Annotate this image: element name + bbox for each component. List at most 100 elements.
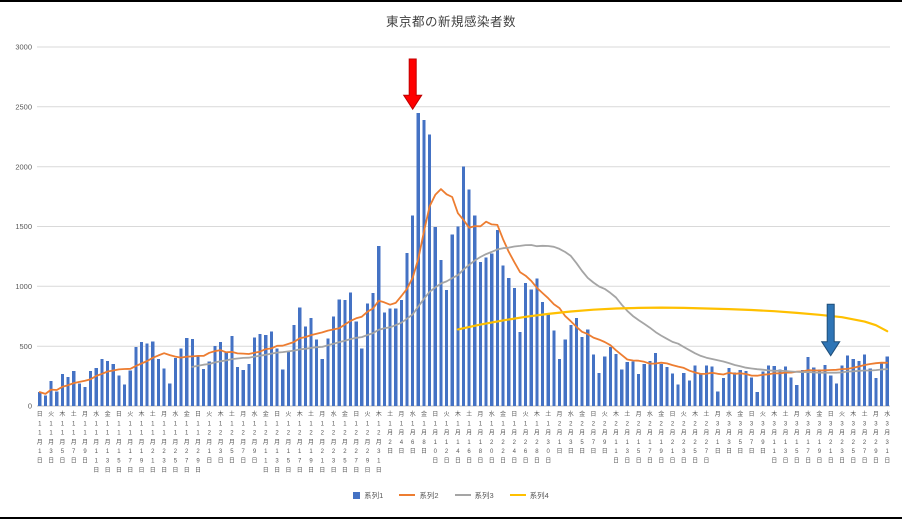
legend-item-series3: 系列3	[454, 490, 494, 501]
line-series3	[191, 244, 889, 374]
y-tick-label: 500	[19, 342, 32, 351]
chart-legend: 系列1 系列2 系列3 系列4	[0, 488, 902, 502]
series1-color-swatch	[353, 491, 361, 499]
series2-label: 系列2	[419, 490, 439, 500]
y-tick-label: 2500	[15, 102, 32, 111]
chart-title: 東京都の新規感染者数	[385, 15, 516, 29]
y-tick-label: 1000	[15, 282, 32, 291]
series3-color-swatch	[454, 494, 471, 496]
legend-item-series4: 系列4	[509, 490, 549, 501]
legend-item-series2: 系列2	[399, 490, 439, 501]
bars-series1	[38, 113, 889, 407]
y-tick-label: 2000	[15, 162, 32, 171]
series3-label: 系列3	[474, 490, 494, 500]
y-tick-label: 3000	[15, 43, 32, 52]
y-tick-label: 1500	[15, 222, 32, 231]
series4-color-swatch	[509, 494, 526, 496]
series4-label: 系列4	[529, 490, 549, 500]
line-series4	[456, 306, 889, 333]
y-tick-label: 0	[28, 402, 32, 411]
line-series2	[38, 188, 889, 395]
legend-item-series1: 系列1	[353, 490, 383, 501]
blue-arrow-annotation	[820, 303, 841, 357]
series2-color-swatch	[399, 494, 416, 496]
